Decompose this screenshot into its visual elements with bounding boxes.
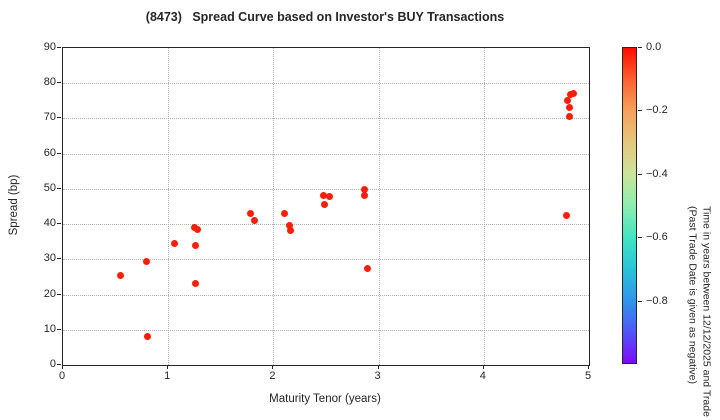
y-gridline — [63, 259, 589, 261]
y-gridline — [63, 294, 589, 296]
x-gridline — [168, 48, 170, 365]
y-tick-label: 10 — [43, 322, 56, 335]
y-tick-mark — [57, 258, 61, 260]
x-tick-mark — [272, 365, 274, 369]
y-tick-mark — [57, 152, 61, 154]
scatter-point — [564, 97, 572, 105]
y-tick-mark — [57, 117, 61, 119]
scatter-point — [281, 210, 289, 218]
scatter-point — [285, 222, 293, 230]
x-tick-mark — [588, 365, 589, 369]
x-tick-label: 1 — [164, 370, 171, 382]
x-tick-mark — [167, 365, 169, 369]
x-tick-label: 3 — [374, 370, 381, 382]
y-axis-label-text: Spread (bp) — [8, 174, 20, 236]
y-gridline — [63, 153, 589, 155]
colorbar-tick-mark — [638, 173, 642, 175]
scatter-point — [361, 191, 369, 199]
colorbar-tick-mark — [638, 237, 642, 239]
colorbar-tick-label: −0.4 — [646, 167, 668, 180]
x-tick-label: 2 — [269, 370, 276, 382]
y-gridline — [63, 329, 589, 331]
y-tick-label: 20 — [43, 287, 56, 300]
colorbar-tick-label: −0.8 — [646, 294, 668, 307]
scatter-point — [286, 226, 294, 234]
y-tick-label: 40 — [43, 217, 56, 230]
scatter-point — [569, 89, 577, 97]
y-tick-label: 50 — [43, 181, 56, 194]
y-gridline — [63, 188, 589, 190]
scatter-point — [250, 217, 258, 225]
scatter-point — [192, 280, 200, 288]
colorbar-tick-mark — [638, 47, 642, 48]
x-tick-label: 4 — [479, 370, 486, 382]
y-tick-label: 80 — [43, 76, 56, 89]
y-tick-mark — [57, 293, 61, 295]
scatter-point — [142, 257, 150, 265]
scatter-point — [565, 113, 573, 121]
x-tick-label: 5 — [584, 370, 592, 382]
colorbar-tick-mark — [638, 110, 642, 112]
y-tick-label: 30 — [43, 252, 56, 265]
scatter-point — [143, 333, 151, 341]
y-gridline — [63, 224, 589, 226]
y-tick-label: 0 — [49, 358, 56, 370]
y-tick-mark — [57, 47, 61, 48]
y-tick-mark — [57, 187, 61, 189]
scatter-point — [363, 264, 371, 272]
scatter-point — [563, 211, 571, 219]
chart-title: (8473) Spread Curve based on Investor's … — [145, 10, 505, 24]
scatter-point — [194, 225, 202, 233]
colorbar-tick-mark — [638, 300, 642, 302]
y-tick-mark — [57, 328, 61, 330]
scatter-point — [320, 192, 328, 200]
x-tick-mark — [482, 365, 484, 369]
x-gridline — [378, 48, 380, 365]
colorbar-tick-label: 0.0 — [646, 41, 662, 53]
y-gridline — [63, 118, 589, 120]
colorbar-gradient — [622, 47, 637, 364]
y-tick-label: 90 — [43, 41, 56, 53]
scatter-point — [171, 239, 178, 247]
x-tick-label: 0 — [58, 370, 66, 382]
y-tick-mark — [57, 82, 61, 84]
scatter-point — [321, 201, 329, 209]
colorbar-tick-label: −0.6 — [646, 231, 668, 244]
x-axis-label: Maturity Tenor (years) — [269, 393, 381, 405]
y-tick-label: 70 — [43, 111, 56, 124]
scatter-point — [565, 104, 573, 112]
scatter-point — [325, 193, 333, 201]
y-tick-mark — [57, 364, 61, 365]
x-tick-mark — [62, 365, 63, 369]
y-gridline — [63, 83, 589, 85]
x-gridline — [483, 48, 485, 365]
y-tick-label: 60 — [43, 146, 56, 159]
colorbar-tick-label: −0.2 — [646, 104, 668, 117]
y-tick-mark — [57, 223, 61, 225]
scatter-point — [192, 241, 200, 249]
scatter-point — [361, 186, 369, 194]
x-tick-mark — [377, 365, 379, 369]
plot-area — [62, 47, 590, 366]
scatter-point — [117, 271, 125, 279]
scatter-point — [246, 210, 254, 218]
x-gridline — [273, 48, 275, 365]
